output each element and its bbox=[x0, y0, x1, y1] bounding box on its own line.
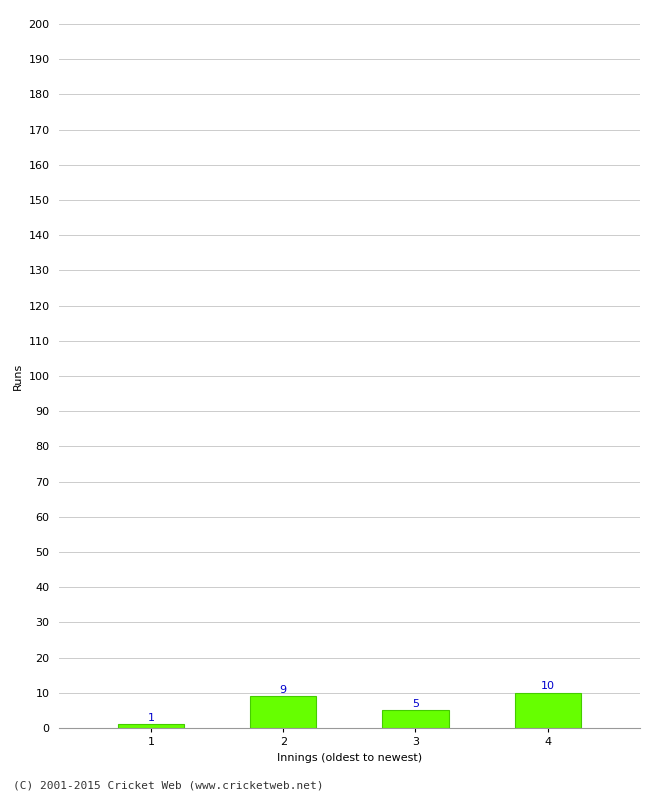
Bar bbox=[382, 710, 448, 728]
X-axis label: Innings (oldest to newest): Innings (oldest to newest) bbox=[277, 753, 422, 762]
Text: (C) 2001-2015 Cricket Web (www.cricketweb.net): (C) 2001-2015 Cricket Web (www.cricketwe… bbox=[13, 781, 324, 790]
Text: 5: 5 bbox=[412, 698, 419, 709]
Text: 1: 1 bbox=[148, 713, 155, 722]
Bar bbox=[515, 693, 580, 728]
Y-axis label: Runs: Runs bbox=[13, 362, 23, 390]
Text: 9: 9 bbox=[280, 685, 287, 694]
Bar bbox=[118, 725, 184, 728]
Bar bbox=[250, 696, 317, 728]
Text: 10: 10 bbox=[541, 681, 554, 691]
